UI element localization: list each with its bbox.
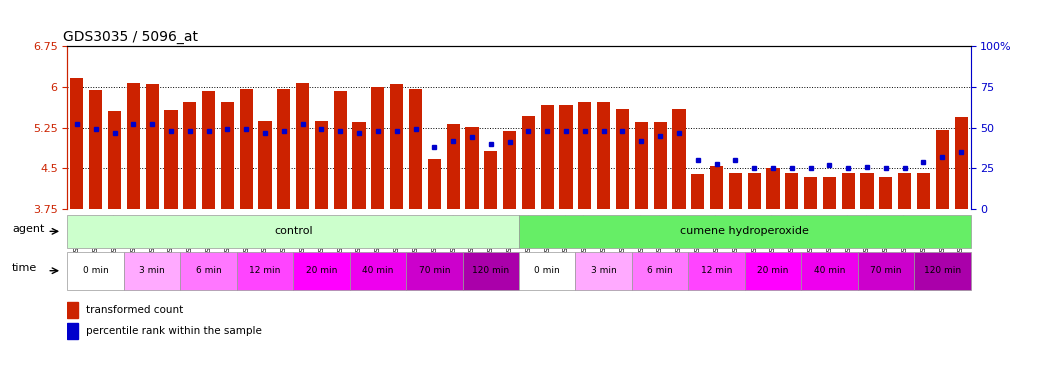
Bar (898, 173, 911, 209)
Bar (688, 252, 745, 290)
Bar (766, 169, 780, 209)
Text: 70 min: 70 min (418, 266, 450, 275)
Bar (446, 124, 460, 209)
Bar (519, 252, 575, 290)
Text: 120 min: 120 min (924, 266, 961, 275)
Bar (857, 252, 914, 290)
Text: 40 min: 40 min (362, 266, 393, 275)
Text: control: control (274, 226, 312, 237)
Bar (654, 122, 666, 209)
Bar (127, 83, 140, 209)
Bar (745, 252, 801, 290)
Text: cumene hydroperoxide: cumene hydroperoxide (680, 226, 810, 237)
Text: 6 min: 6 min (648, 266, 673, 275)
Bar (747, 173, 761, 209)
Text: 0 min: 0 min (535, 266, 561, 275)
Text: time: time (12, 263, 37, 273)
Bar (353, 122, 365, 209)
Bar (578, 102, 592, 209)
Bar (729, 173, 742, 209)
Text: 3 min: 3 min (591, 266, 617, 275)
Text: 0 min: 0 min (83, 266, 109, 275)
Bar (632, 252, 688, 290)
Text: 120 min: 120 min (472, 266, 510, 275)
Bar (541, 105, 554, 209)
Bar (296, 83, 309, 209)
Bar (221, 102, 234, 209)
Bar (145, 84, 159, 209)
Bar (71, 78, 83, 209)
Text: 70 min: 70 min (870, 266, 902, 275)
Bar (277, 89, 291, 209)
Bar (333, 91, 347, 209)
Bar (785, 173, 798, 209)
Bar (935, 131, 949, 209)
Bar (181, 252, 237, 290)
Bar (801, 252, 857, 290)
Text: 3 min: 3 min (139, 266, 165, 275)
Bar (955, 117, 967, 209)
Bar (484, 151, 497, 209)
Bar (183, 102, 196, 209)
Bar (823, 177, 836, 209)
Bar (164, 110, 177, 209)
Bar (294, 252, 350, 290)
Bar (519, 215, 971, 248)
Bar (89, 89, 103, 209)
Bar (67, 323, 79, 339)
Text: GDS3035 / 5096_at: GDS3035 / 5096_at (63, 30, 198, 44)
Bar (710, 166, 723, 209)
Bar (879, 177, 893, 209)
Text: 12 min: 12 min (249, 266, 280, 275)
Bar (258, 121, 272, 209)
Bar (124, 252, 181, 290)
Bar (634, 122, 648, 209)
Text: 6 min: 6 min (196, 266, 221, 275)
Text: percentile rank within the sample: percentile rank within the sample (85, 326, 262, 336)
Bar (914, 252, 971, 290)
Bar (673, 109, 685, 209)
Bar (616, 109, 629, 209)
Text: agent: agent (12, 224, 45, 234)
Text: transformed count: transformed count (85, 305, 183, 315)
Bar (240, 89, 253, 209)
Text: 20 min: 20 min (758, 266, 789, 275)
Bar (559, 105, 573, 209)
Bar (465, 127, 479, 209)
Bar (372, 87, 384, 209)
Bar (350, 252, 406, 290)
Bar (428, 159, 441, 209)
Bar (406, 252, 463, 290)
Bar (575, 252, 632, 290)
Text: 40 min: 40 min (814, 266, 845, 275)
Bar (917, 173, 930, 209)
Bar (67, 252, 124, 290)
Bar (67, 302, 79, 318)
Bar (237, 252, 294, 290)
Bar (597, 102, 610, 209)
Bar (67, 215, 519, 248)
Bar (842, 173, 855, 209)
Bar (202, 91, 215, 209)
Text: 20 min: 20 min (306, 266, 337, 275)
Bar (315, 121, 328, 209)
Bar (390, 84, 404, 209)
Bar (861, 173, 874, 209)
Bar (108, 111, 121, 209)
Bar (522, 116, 535, 209)
Bar (463, 252, 519, 290)
Bar (503, 131, 516, 209)
Text: 12 min: 12 min (701, 266, 732, 275)
Bar (691, 174, 705, 209)
Bar (409, 89, 422, 209)
Bar (804, 177, 817, 209)
